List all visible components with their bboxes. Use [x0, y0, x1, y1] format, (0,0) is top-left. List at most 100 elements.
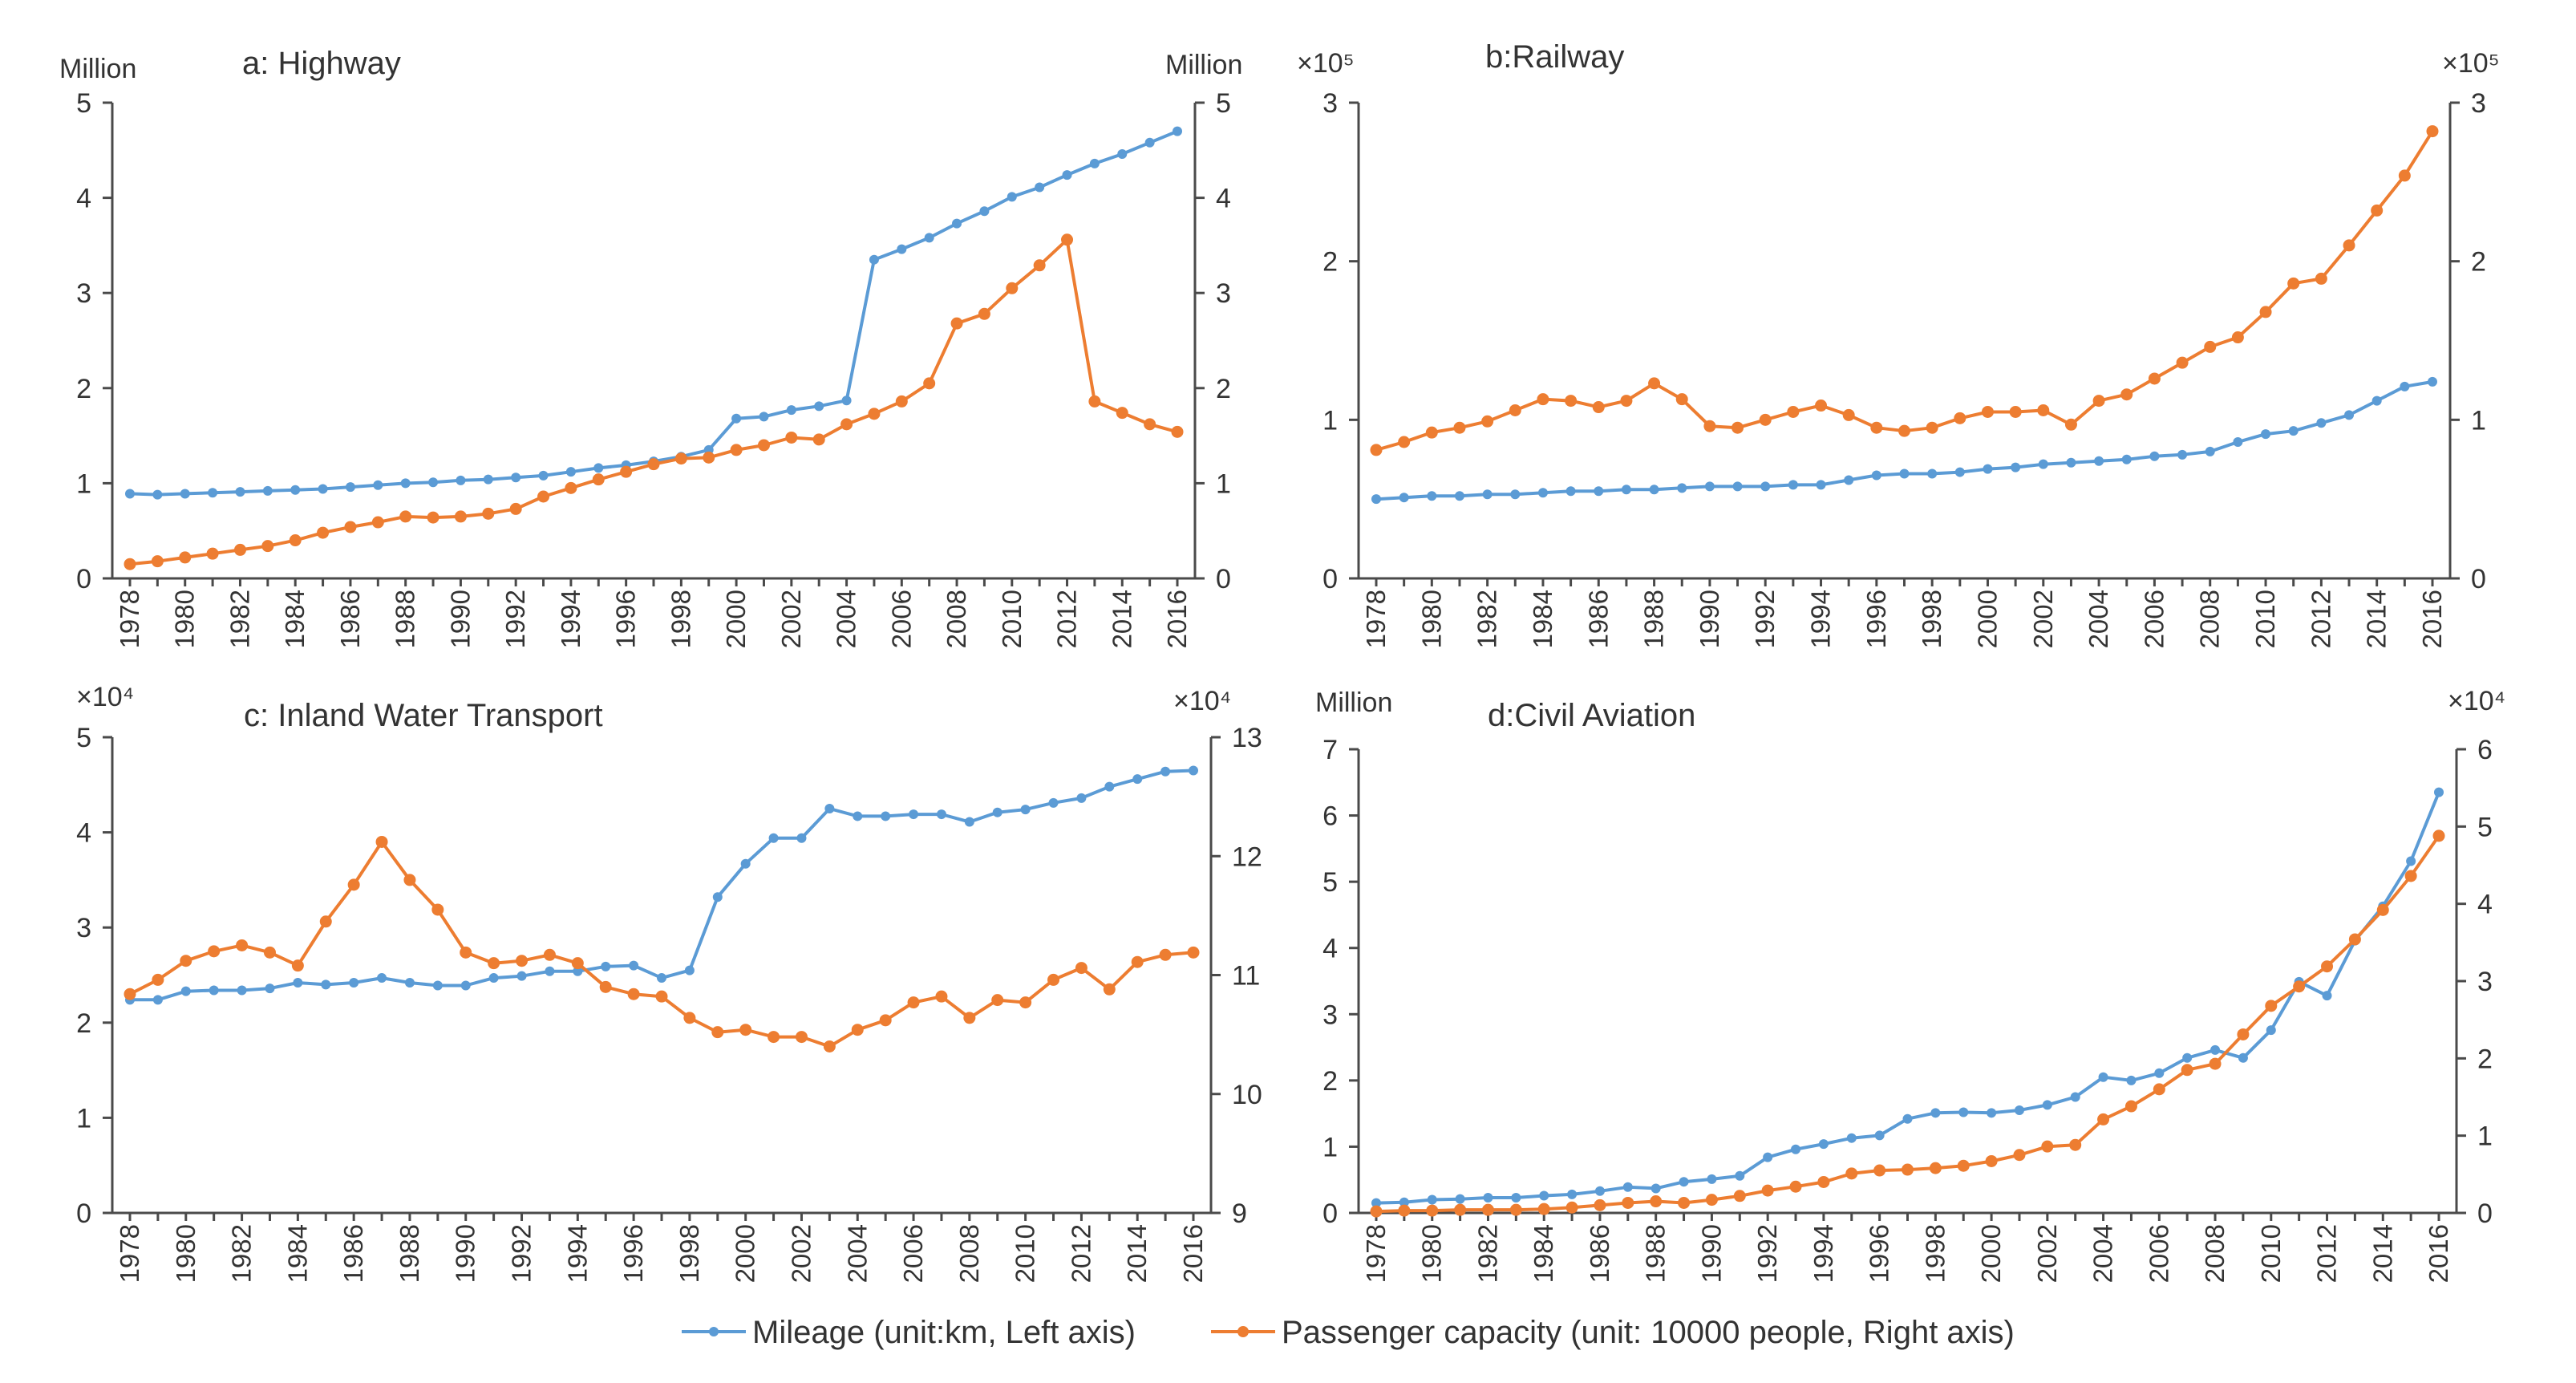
panel-civil-aviation-mileage-point: [2014, 1105, 2024, 1116]
panel-inland-water-left-tick-label: 4: [76, 818, 91, 849]
panel-railway-passenger-point: [1703, 420, 1716, 432]
panel-railway-mileage-point: [1816, 480, 1826, 490]
panel-highway-right-tick-label: 5: [1216, 88, 1231, 119]
panel-inland-water-left-unit: ×10⁴: [76, 682, 134, 712]
panel-highway-mileage-point: [759, 412, 769, 422]
panel-inland-water-x-tick-label: 1980: [171, 1224, 200, 1283]
panel-highway-passenger-point: [399, 510, 412, 523]
panel-railway-passenger-point: [1648, 377, 1661, 390]
panel-civil-aviation-passenger-point: [2124, 1100, 2137, 1113]
panel-inland-water-passenger-point: [291, 959, 304, 972]
panel-civil-aviation-mileage-point: [1735, 1170, 1745, 1181]
panel-highway-mileage-point: [1007, 192, 1017, 202]
panel-highway-passenger-point: [509, 502, 522, 515]
panel-highway-passenger-point: [978, 307, 990, 320]
panel-civil-aviation-right-tick-label: 0: [2477, 1198, 2493, 1229]
panel-highway-mileage-point: [731, 413, 742, 424]
panel-highway-mileage-point: [952, 218, 962, 229]
panel-railway-x-tick-label: 2000: [1972, 590, 2002, 648]
panel-railway-mileage-point: [2149, 451, 2160, 461]
panel-civil-aviation-x-tick-label: 1998: [1920, 1224, 1950, 1283]
panel-civil-aviation-passenger-point: [1565, 1201, 1578, 1214]
panel-civil-aviation-right-tick-label: 4: [2477, 890, 2493, 920]
panel-civil-aviation-x-tick-label: 1992: [1752, 1224, 1782, 1283]
panel-railway-mileage-point: [2011, 462, 2021, 472]
panel-civil-aviation-passenger-point: [1957, 1159, 1970, 1172]
panel-inland-water-passenger-point: [543, 948, 556, 961]
panel-railway-mileage-point: [1399, 493, 1409, 503]
panel-civil-aviation-mileage-point: [1874, 1130, 1885, 1141]
panel-railway-x-tick-label: 1994: [1806, 590, 1836, 648]
panel-inland-water-left-tick-label: 3: [76, 913, 91, 943]
panel-inland-water-x-tick-label: 1986: [338, 1224, 368, 1283]
panel-inland-water-passenger-point: [571, 957, 584, 970]
panel-inland-water-x-tick-label: 2014: [1122, 1224, 1152, 1283]
panel-railway-right-tick-label: 0: [2471, 564, 2486, 594]
panel-civil-aviation-passenger-point: [1985, 1154, 1998, 1167]
panel-inland-water-x-tick-label: 1978: [115, 1224, 144, 1283]
panel-highway-passenger-point: [233, 543, 246, 556]
panel-civil-aviation-mileage-point: [1846, 1133, 1857, 1143]
panel-highway-x-tick-label: 2006: [886, 590, 916, 648]
panel-highway-mileage-point: [1144, 137, 1155, 148]
panel-civil-aviation-right-tick-label: 5: [2477, 812, 2493, 842]
panel-inland-water-right-tick-label: 9: [1232, 1198, 1247, 1229]
panel-civil-aviation-passenger-point: [1678, 1196, 1691, 1209]
panel-railway-passenger-point: [1954, 412, 1966, 424]
panel-civil-aviation-left-unit: Million: [1315, 687, 1392, 718]
panel-highway-passenger-point: [1088, 395, 1101, 408]
panel-railway-x-tick-label: 1988: [1639, 590, 1669, 648]
panel-civil-aviation-passenger-point: [1789, 1180, 1802, 1193]
panel-civil-aviation-x-tick-label: 2010: [2256, 1224, 2286, 1283]
panel-highway-mileage-point: [290, 485, 301, 495]
panel-civil-aviation-mileage-point: [1930, 1108, 1941, 1118]
panel-highway-x-tick-label: 1984: [280, 590, 310, 648]
panel-inland-water-right-tick-label: 13: [1232, 723, 1262, 753]
panel-railway-passenger-point: [1759, 413, 1772, 426]
panel-railway-passenger-point: [2231, 331, 2244, 344]
panel-highway-mileage-point: [262, 485, 273, 496]
panel-highway-passenger-point: [1033, 259, 1046, 272]
panel-civil-aviation-x-tick-label: 1978: [1361, 1224, 1391, 1283]
panel-inland-water-passenger-point: [627, 988, 640, 1000]
panel-inland-water-mileage-point: [1048, 797, 1059, 808]
panel-railway-passenger-point: [2426, 125, 2439, 138]
panel-civil-aviation-passenger-point: [2376, 903, 2389, 916]
panel-inland-water-left-tick-label: 0: [76, 1198, 91, 1229]
panel-inland-water-mileage-point: [796, 833, 807, 843]
panel-highway-mileage-point: [979, 206, 990, 217]
panel-railway-right-tick-label: 2: [2471, 247, 2486, 278]
panel-railway-mileage-point: [2288, 426, 2299, 436]
panel-highway-passenger-point: [1116, 407, 1128, 420]
panel-railway-mileage-point: [1537, 488, 1548, 498]
panel-railway-mileage-point: [1621, 485, 1631, 495]
panel-railway-title: b:Railway: [1485, 39, 1624, 75]
legend-passenger-label: Passenger capacity (unit: 10000 people, …: [1282, 1315, 2015, 1350]
panel-civil-aviation-passenger-point: [1537, 1203, 1550, 1215]
panel-civil-aviation-mileage-point: [2042, 1100, 2052, 1110]
panel-railway-passenger-point: [1620, 395, 1633, 408]
panel-inland-water-passenger-point: [347, 878, 360, 891]
panel-civil-aviation-passenger-point: [1761, 1184, 1774, 1197]
panel-inland-water-x-tick-label: 1994: [562, 1224, 592, 1283]
panel-inland-water-mileage-point: [936, 809, 946, 820]
panel-railway-mileage-point: [1510, 489, 1521, 500]
panel-railway-mileage-point: [1899, 468, 1910, 479]
panel-inland-water-x-tick-label: 2008: [954, 1224, 984, 1283]
panel-inland-water-left-tick-label: 1: [76, 1103, 91, 1134]
panel-civil-aviation-mileage-point: [2154, 1068, 2165, 1078]
panel-railway-mileage-point: [2066, 457, 2076, 468]
panel-inland-water-right-tick-label: 11: [1232, 961, 1260, 992]
panel-highway-left-tick-label: 0: [76, 564, 91, 594]
panel-highway-right-tick-label: 1: [1216, 468, 1231, 499]
panel-inland-water-passenger-point: [991, 994, 1004, 1007]
panel-highway-passenger-point: [620, 465, 633, 478]
panel-highway-passenger-point: [537, 490, 550, 503]
panel-civil-aviation-left-tick-label: 1: [1322, 1132, 1338, 1162]
panel-highway-mileage-point: [511, 472, 521, 483]
panel-inland-water-mileage-point: [909, 809, 919, 820]
panel-railway-passenger-point: [2371, 204, 2384, 217]
panel-highway-right-tick-label: 3: [1216, 278, 1231, 309]
panel-civil-aviation-mileage-point: [1622, 1182, 1633, 1192]
